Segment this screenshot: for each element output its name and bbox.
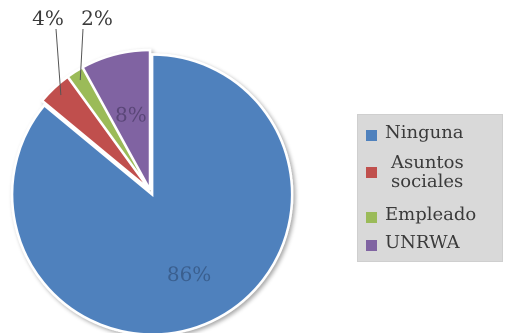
legend: Ninguna Asuntos sociales Empleado UNRWA xyxy=(357,114,503,262)
legend-swatch-ninguna xyxy=(366,130,377,141)
pie-slice-ninguna xyxy=(10,53,294,333)
legend-item-unrwa: UNRWA xyxy=(366,233,460,252)
legend-label-unrwa: UNRWA xyxy=(385,232,460,253)
legend-label-empleado: Empleado xyxy=(385,204,477,225)
legend-swatch-empleado xyxy=(366,212,377,223)
data-label-ninguna: 86% xyxy=(167,262,211,286)
pie-slice-unrwa xyxy=(80,48,152,191)
leader-line-asuntos-sociales xyxy=(55,28,62,96)
data-label-unrwa: 8% xyxy=(115,102,147,126)
legend-label-ninguna: Ninguna xyxy=(385,122,464,143)
leader-line-empleado xyxy=(79,28,84,81)
data-label-asuntos-sociales: 4% xyxy=(32,6,64,30)
legend-label-asuntos-sociales: Asuntos sociales xyxy=(391,152,464,192)
data-labels: 86% 4% 2% 8% xyxy=(32,6,211,286)
pie-slices xyxy=(10,48,294,333)
legend-item-asuntos-sociales: Asuntos sociales xyxy=(366,153,464,191)
legend-swatch-unrwa xyxy=(366,240,377,251)
legend-swatch-asuntos-sociales xyxy=(366,167,377,178)
legend-item-empleado: Empleado xyxy=(366,205,476,224)
leader-lines xyxy=(55,28,84,96)
data-label-empleado: 2% xyxy=(81,6,113,30)
legend-item-ninguna: Ninguna xyxy=(366,123,464,142)
